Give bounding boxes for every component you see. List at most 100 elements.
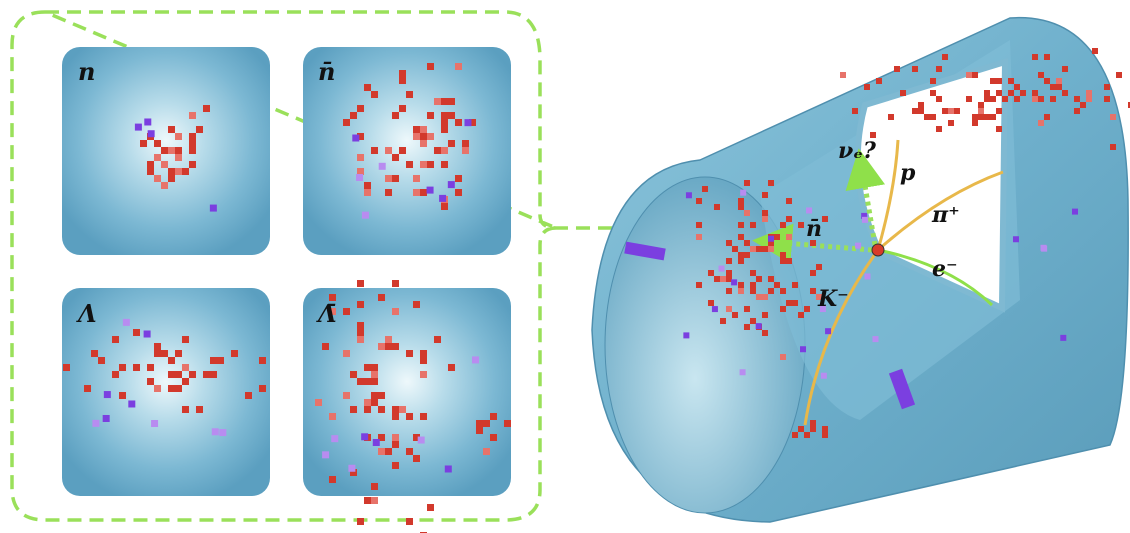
hit-pixel (1044, 54, 1050, 60)
hit-pixel (196, 126, 203, 133)
hit-pixel (870, 132, 876, 138)
hit-pixel (804, 432, 810, 438)
hit-pixel (399, 147, 406, 154)
neutral-track (845, 148, 886, 246)
hit-pixel (413, 189, 420, 196)
hit-pixel (168, 371, 175, 378)
panel-label: n (78, 57, 95, 86)
hit-pixel (119, 392, 126, 399)
hit-pixel (147, 168, 154, 175)
hit-pixel (112, 336, 119, 343)
hit-pixel (329, 308, 336, 315)
hit-pixel (711, 306, 718, 313)
hit-pixel (413, 126, 420, 133)
detector (591, 16, 1129, 523)
hit-pixel (371, 483, 378, 490)
hit-pixel (371, 399, 378, 406)
hit-pixel (112, 371, 119, 378)
panel-label: Λ̄ (316, 299, 337, 328)
hit-pixel (427, 133, 434, 140)
hit-pixel (774, 234, 780, 240)
hit-pixel (792, 432, 798, 438)
hit-pixel (1041, 245, 1048, 252)
hit-pixel (154, 154, 161, 161)
hit-pixel (1074, 108, 1080, 114)
hit-pixel (726, 288, 732, 294)
hit-pixel (738, 288, 744, 294)
track (876, 139, 900, 251)
hit-pixel (147, 130, 155, 138)
hit-pixel (385, 147, 392, 154)
hit-pixel (441, 161, 448, 168)
hit-pixel (364, 406, 371, 413)
hit-pixel (504, 420, 511, 427)
hit-pixel (990, 78, 996, 84)
hit-pixel (819, 306, 826, 313)
hit-pixel (861, 212, 868, 219)
hit-pixel (203, 371, 210, 378)
hit-pixel (984, 90, 990, 96)
hit-pixel (930, 78, 936, 84)
hit-pixel (147, 364, 154, 371)
hit-pixel (930, 114, 936, 120)
hit-pixel (750, 282, 756, 288)
hit-pixel (399, 77, 406, 84)
hit-pixel (343, 350, 350, 357)
hit-pixel (420, 413, 427, 420)
hit-pixel (726, 270, 732, 276)
hit-pixel (1002, 96, 1008, 102)
hit-pixel (756, 294, 762, 300)
hit-pixel (357, 322, 364, 329)
hit-pixel (371, 497, 378, 504)
hit-pixel (182, 168, 189, 175)
hit-pixel (189, 140, 196, 147)
hit-pixel (98, 357, 105, 364)
hit-pixel (685, 192, 692, 199)
hit-pixel (744, 306, 750, 312)
hit-pixel (780, 258, 786, 264)
hit-pixel (343, 119, 350, 126)
hit-pixel (210, 357, 217, 364)
hit-pixel (392, 154, 399, 161)
hit-pixel (912, 66, 918, 72)
hit-pixel (762, 210, 768, 216)
panel (303, 47, 511, 255)
hit-pixel (948, 108, 954, 114)
hit-pixel (948, 120, 954, 126)
hit-pixel (144, 118, 152, 126)
hit-pixel (726, 258, 732, 264)
hit-pixel (392, 434, 399, 441)
hit-pixel (708, 270, 714, 276)
hit-pixel (800, 346, 807, 353)
hit-pixel (894, 66, 900, 72)
hit-pixel (483, 420, 490, 427)
hit-pixel (714, 204, 720, 210)
hit-pixel (780, 354, 786, 360)
hit-pixel (448, 364, 455, 371)
hit-pixel (855, 242, 862, 249)
hit-pixel (942, 54, 948, 60)
hit-pixel (417, 436, 425, 444)
hit-pixel (918, 102, 924, 108)
hit-pixel (350, 112, 357, 119)
hit-pixel (217, 357, 224, 364)
hit-pixel (893, 373, 900, 380)
hit-pixel (448, 98, 455, 105)
hit-pixel (175, 371, 182, 378)
hit-pixel (154, 175, 161, 182)
hit-pixel (1032, 96, 1038, 102)
hit-pixel (762, 330, 768, 336)
hit-pixel (331, 435, 339, 443)
hit-pixel (744, 180, 750, 186)
hit-pixel (364, 364, 371, 371)
hit-pixel (822, 216, 828, 222)
hit-pixel (364, 399, 371, 406)
hit-pixel (972, 72, 978, 78)
hit-pixel (147, 378, 154, 385)
hit-pixel (1060, 334, 1067, 341)
hit-pixel (444, 465, 452, 473)
hit-pixel (888, 114, 894, 120)
hit-pixel (472, 356, 480, 364)
hit-pixel (786, 300, 792, 306)
hit-pixel (371, 392, 378, 399)
